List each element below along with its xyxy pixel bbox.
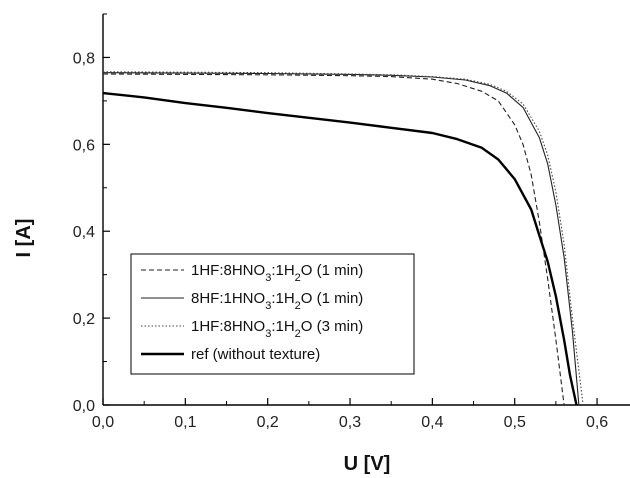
legend-label: 1HF:8HNO3:1H2O (1 min) (191, 262, 363, 284)
series-line-4 (102, 91, 578, 406)
legend: 1HF:8HNO3:1H2O (1 min) 8HF:1HNO3:1H2O (1 … (130, 253, 415, 375)
x-tick-label: 0,1 (174, 414, 196, 431)
x-tick-label: 0,6 (586, 414, 608, 431)
ticks: 0,0 0,1 0,2 0,3 0,4 0,5 0,6 0,0 0,2 0,4 0,6 0,8 (73, 13, 608, 431)
series-layer (102, 71, 584, 406)
x-tick-label: 0,5 (504, 414, 526, 431)
x-tick-label: 0,0 (92, 414, 114, 431)
y-tick-label: 0,6 (73, 137, 95, 154)
y-tick-label: 0,2 (73, 311, 95, 328)
y-axis-title: I [A] (13, 219, 35, 258)
axes (102, 14, 630, 406)
legend-label: ref (without texture) (191, 346, 320, 363)
y-tick-label: 0,4 (73, 224, 95, 241)
x-tick-label: 0,2 (257, 414, 279, 431)
x-tick-label: 0,3 (339, 414, 361, 431)
legend-label: 1HF:8HNO3:1H2O (3 min) (191, 318, 363, 340)
y-tick-label: 0,0 (73, 398, 95, 415)
series-line-2 (102, 72, 580, 406)
x-tick-label: 0,4 (421, 414, 443, 431)
series-line-3 (102, 71, 584, 406)
legend-label: 8HF:1HNO3:1H2O (1 min) (191, 290, 363, 312)
x-axis-title: U [V] (344, 453, 391, 475)
y-tick-label: 0,8 (73, 50, 95, 67)
